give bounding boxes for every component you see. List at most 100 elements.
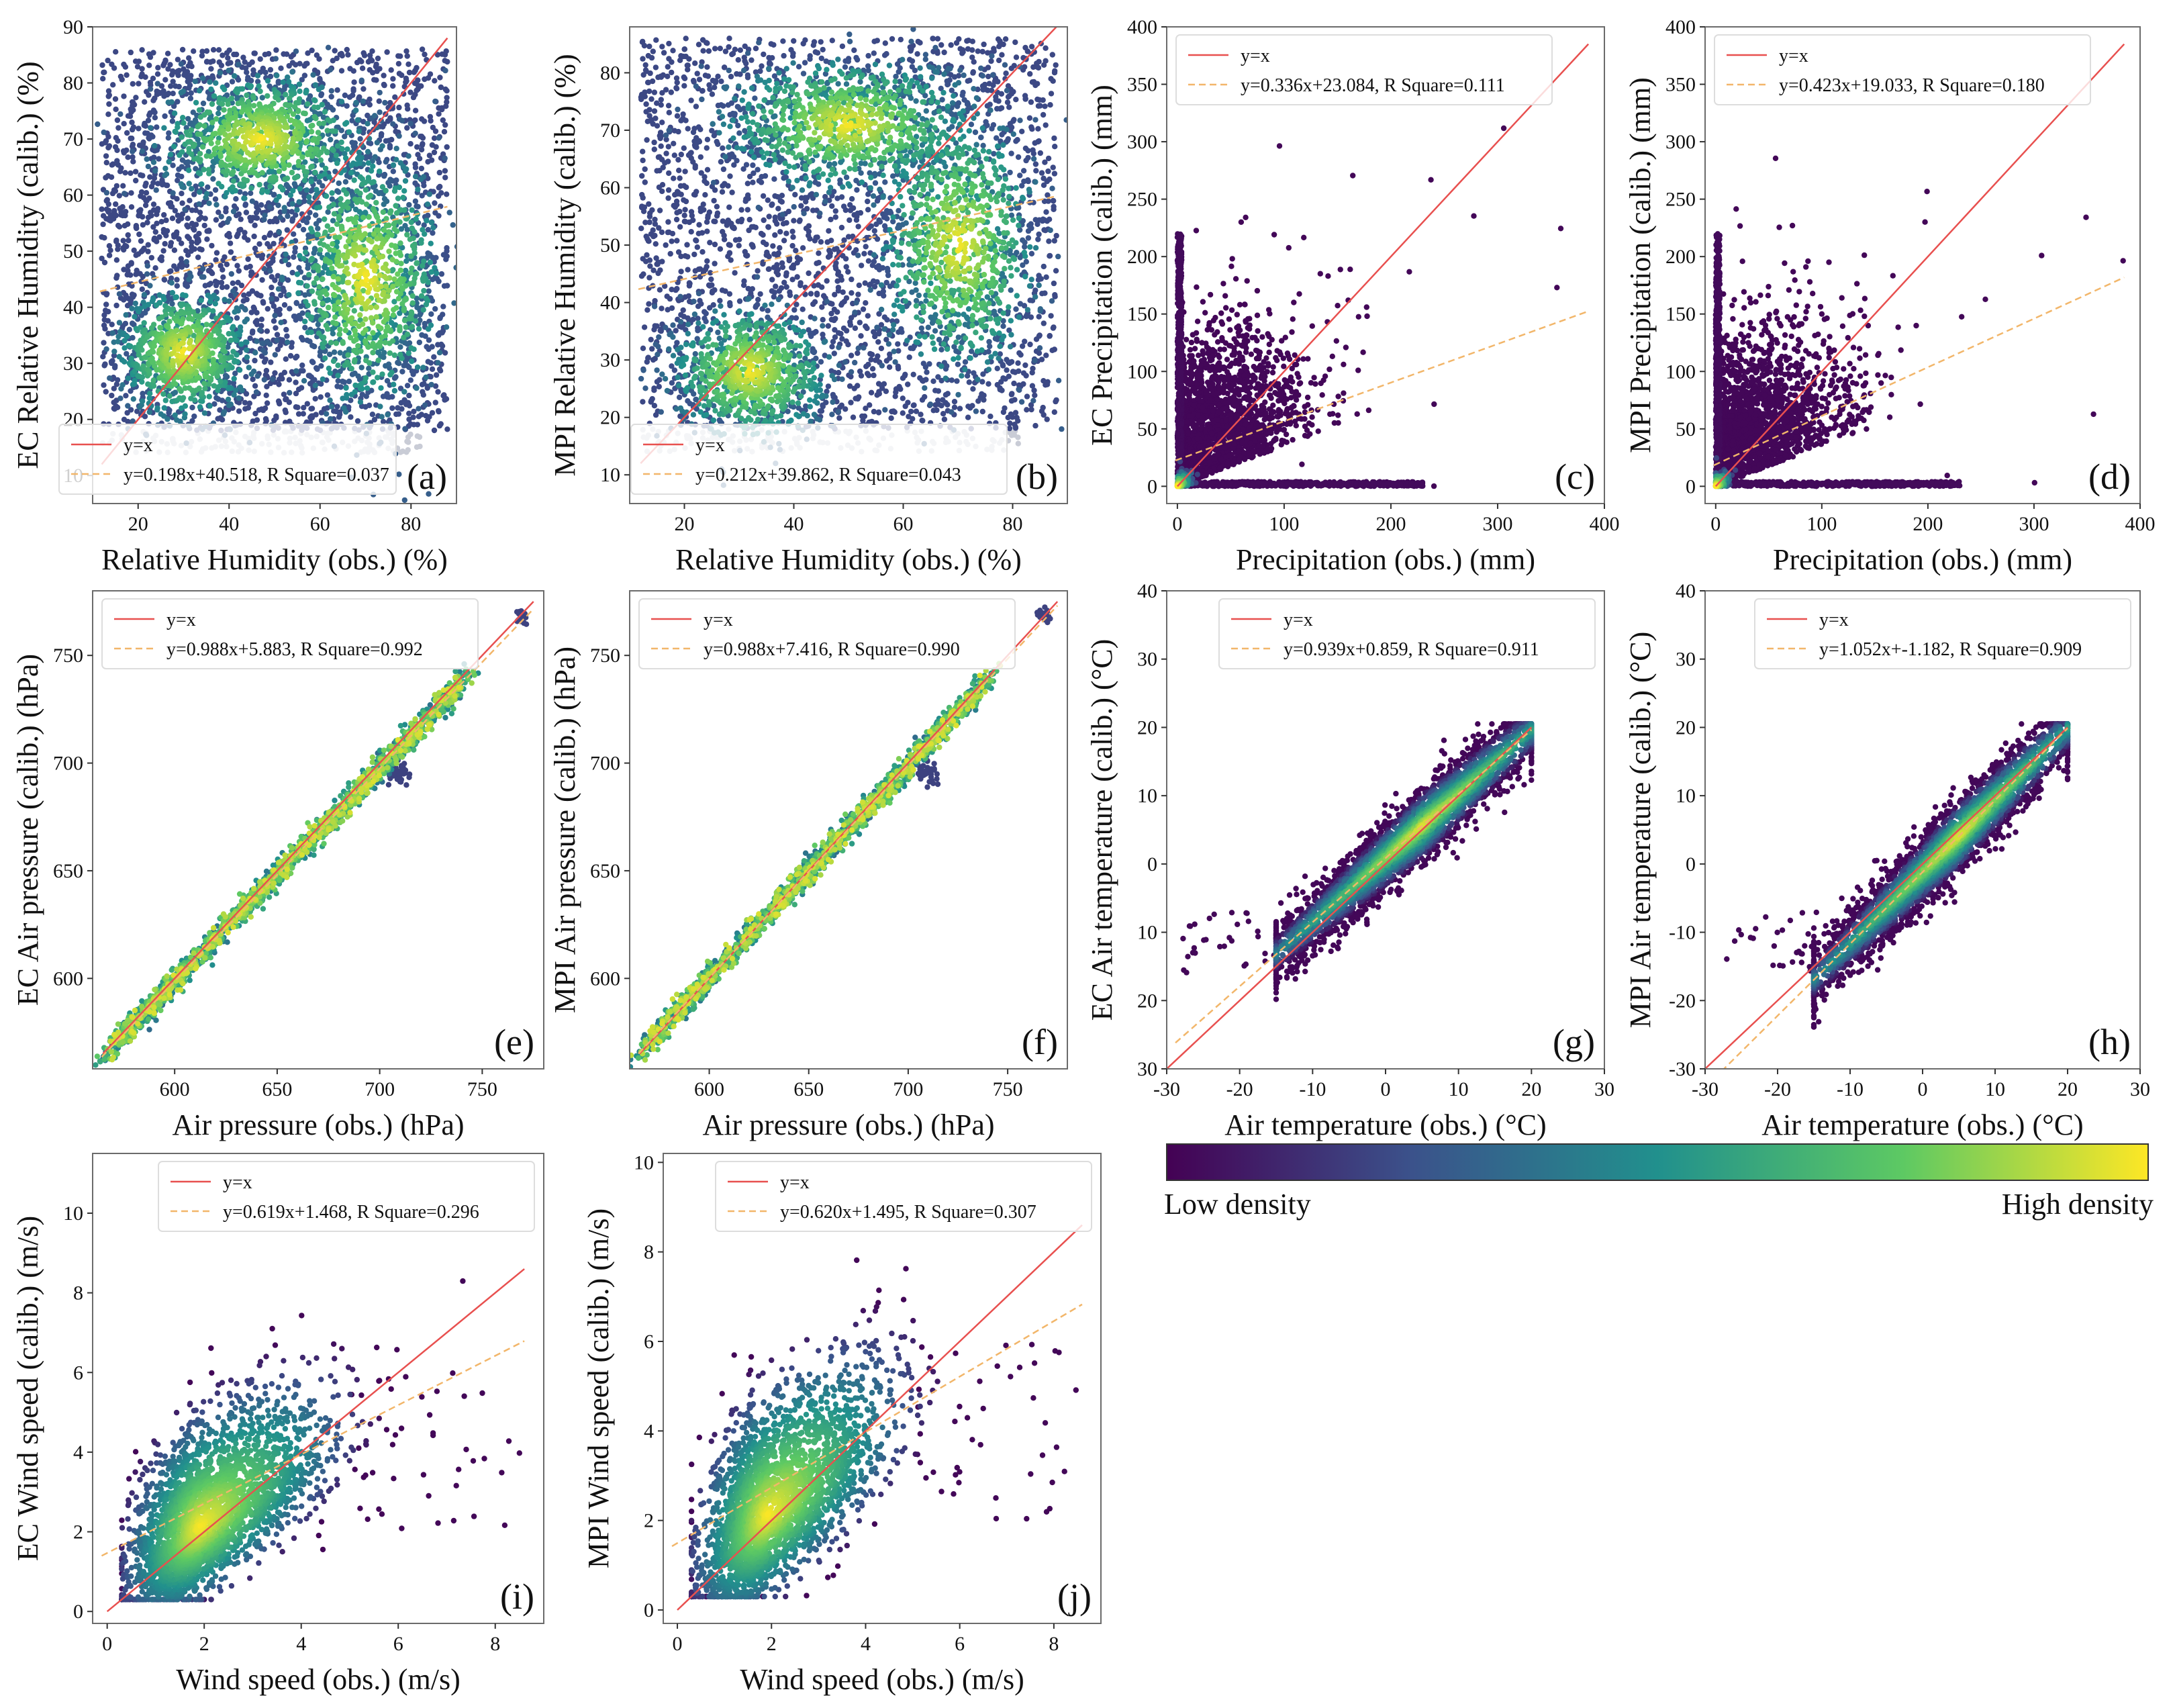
scatter-point — [170, 358, 176, 364]
scatter-point — [258, 316, 264, 322]
scatter-point — [414, 364, 421, 371]
scatter-point — [240, 298, 246, 304]
scatter-point — [173, 294, 179, 301]
scatter-point — [414, 385, 420, 391]
scatter-point — [313, 221, 320, 227]
scatter-point — [343, 385, 349, 391]
scatter-point — [219, 101, 226, 107]
scatter-point — [174, 266, 180, 273]
scatter-point — [197, 171, 203, 177]
scatter-point — [436, 193, 442, 199]
scatter-point — [444, 248, 450, 254]
scatter-point — [371, 209, 378, 215]
scatter-point — [133, 177, 139, 184]
scatter-point — [350, 68, 356, 74]
scatter-point — [291, 181, 297, 187]
scatter-point — [109, 392, 115, 399]
scatter-point — [182, 385, 188, 391]
scatter-point — [236, 367, 243, 373]
scatter-point — [450, 222, 456, 228]
scatter-point — [203, 370, 209, 376]
scatter-point — [440, 303, 446, 310]
scatter-point — [224, 82, 230, 89]
scatter-point — [170, 79, 176, 85]
scatter-point — [304, 401, 310, 407]
scatter-point — [147, 86, 154, 92]
scatter-point — [326, 174, 332, 180]
scatter-point — [370, 340, 376, 346]
scatter-point — [389, 256, 395, 263]
scatter-point — [357, 190, 363, 197]
scatter-point — [421, 287, 427, 294]
scatter-point — [216, 105, 222, 111]
scatter-point — [407, 421, 414, 427]
scatter-point — [257, 88, 263, 95]
scatter-point — [130, 142, 136, 148]
scatter-point — [311, 104, 318, 110]
scatter-point — [369, 263, 375, 269]
scatter-point — [368, 168, 375, 174]
scatter-point — [389, 369, 395, 376]
scatter-point — [211, 150, 218, 157]
scatter-point — [391, 226, 397, 232]
scatter-point — [360, 214, 367, 221]
scatter-point — [100, 213, 107, 219]
scatter-point — [401, 397, 407, 403]
scatter-point — [381, 273, 387, 280]
scatter-point — [379, 184, 386, 190]
scatter-point — [346, 378, 352, 385]
scatter-point — [451, 300, 456, 306]
scatter-point — [158, 219, 164, 225]
scatter-point — [212, 196, 219, 202]
scatter-point — [123, 312, 129, 318]
scatter-point — [286, 162, 292, 168]
scatter-point — [442, 155, 448, 161]
scatter-point — [208, 86, 214, 93]
scatter-point — [209, 101, 215, 107]
scatter-point — [379, 143, 385, 149]
scatter-point — [184, 283, 191, 289]
scatter-point — [379, 236, 385, 242]
scatter-point — [251, 103, 257, 109]
scatter-point — [111, 348, 117, 354]
scatter-point — [313, 187, 320, 193]
scatter-point — [213, 282, 220, 289]
scatter-point — [418, 146, 425, 153]
scatter-point — [352, 220, 358, 226]
scatter-point — [239, 303, 245, 310]
scatter-point — [436, 111, 442, 117]
scatter-point — [272, 312, 278, 319]
scatter-point — [416, 326, 422, 332]
scatter-point — [298, 280, 304, 286]
x-tick-label: 80 — [401, 513, 421, 535]
scatter-point — [275, 398, 282, 404]
scatter-point — [323, 411, 330, 417]
scatter-point — [322, 339, 328, 346]
scatter-point — [276, 229, 283, 235]
scatter-point — [145, 242, 151, 248]
scatter-point — [409, 293, 416, 299]
scatter-point — [343, 244, 349, 250]
scatter-point — [254, 338, 260, 344]
scatter-point — [136, 81, 142, 87]
scatter-point — [443, 256, 449, 263]
scatter-point — [407, 281, 413, 287]
scatter-point — [162, 397, 168, 404]
scatter-point — [375, 332, 381, 338]
scatter-point — [270, 258, 276, 264]
scatter-point — [435, 342, 441, 348]
scatter-point — [185, 115, 191, 122]
scatter-point — [420, 227, 426, 233]
scatter-point — [297, 316, 303, 322]
scatter-point — [428, 220, 435, 226]
scatter-point — [407, 120, 414, 127]
scatter-point — [333, 320, 339, 327]
scatter-point — [145, 163, 152, 170]
scatter-point — [381, 82, 387, 89]
scatter-point — [313, 212, 319, 218]
scatter-point — [320, 334, 327, 340]
scatter-point — [279, 277, 285, 283]
scatter-point — [225, 60, 231, 66]
scatter-point — [173, 129, 179, 135]
scatter-point — [431, 135, 438, 141]
